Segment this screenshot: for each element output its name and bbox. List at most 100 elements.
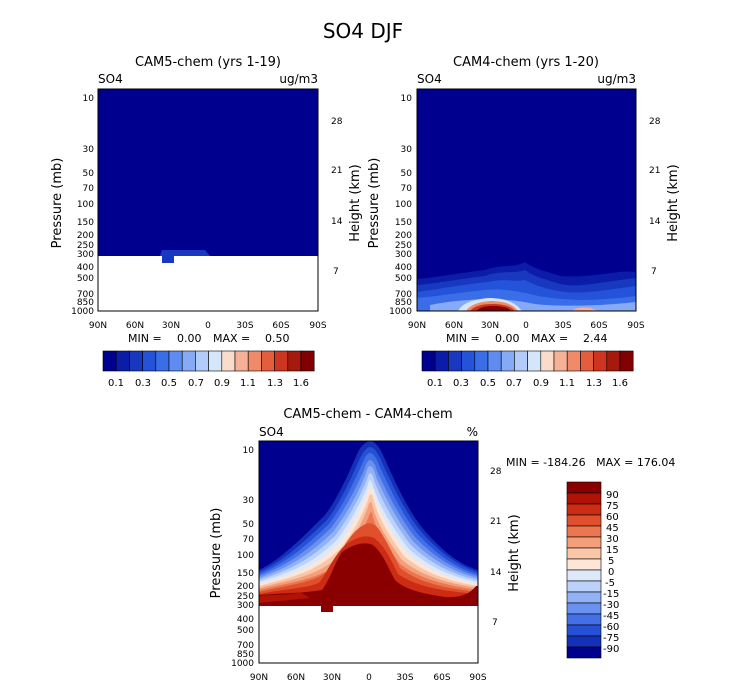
y-tick-label: 200: [77, 231, 94, 241]
colorbar-label: 0: [608, 567, 614, 578]
height-tick-label: 28: [649, 117, 661, 127]
colorbar-swatch: [274, 350, 289, 372]
colorbar-swatch: [566, 503, 602, 516]
y-tick-label: 200: [237, 582, 254, 592]
colorbar-label: 45: [606, 523, 619, 534]
colorbar-swatch: [566, 602, 602, 615]
cam5-plot-area: [97, 88, 319, 312]
cam5-height-ticks: 28 21 14 7: [331, 117, 343, 277]
height-tick-label: 21: [331, 166, 342, 176]
colorbar-swatch: [500, 350, 515, 372]
colorbar-swatch: [593, 350, 608, 372]
diff-colorbar: [566, 481, 602, 659]
y-tick-label: 250: [237, 592, 254, 602]
y-tick-label: 70: [83, 184, 95, 194]
y-tick-label: 500: [77, 274, 94, 284]
colorbar-label: -75: [603, 633, 619, 644]
cam5-variable: SO4: [98, 72, 123, 86]
colorbar-swatch: [566, 646, 602, 659]
colorbar-swatch: [566, 525, 602, 538]
diff-panel: CAM5-chem - CAM4-chem SO4 % 10: [209, 407, 675, 683]
colorbar-swatch: [300, 350, 315, 372]
height-tick-label: 14: [649, 217, 661, 227]
cam4-plot-area: [416, 88, 637, 312]
colorbar-label: 60: [606, 512, 619, 523]
colorbar-label: 1.1: [240, 378, 256, 389]
colorbar-label: 1.3: [586, 378, 602, 389]
y-tick-label: 100: [395, 200, 412, 210]
y-tick-label: 850: [237, 650, 254, 660]
colorbar-label: 0.7: [188, 378, 204, 389]
colorbar-swatch: [474, 350, 489, 372]
colorbar-label: 0.5: [161, 378, 177, 389]
colorbar-swatch: [514, 350, 528, 372]
colorbar-swatch: [566, 558, 602, 571]
colorbar-swatch: [487, 350, 502, 372]
y-tick-label: 70: [243, 535, 255, 545]
colorbar-swatch: [181, 350, 196, 372]
colorbar-swatch: [434, 350, 449, 372]
colorbar-swatch: [142, 350, 157, 372]
colorbar-swatch: [448, 350, 462, 372]
y-tick-label: 50: [401, 169, 413, 179]
height-tick-label: 14: [490, 568, 502, 578]
colorbar-swatch: [619, 350, 634, 372]
height-tick-label: 28: [490, 467, 502, 477]
colorbar-label: 5: [608, 556, 614, 567]
x-tick-label: 60N: [445, 321, 463, 331]
cam4-height-ticks: 28 21 14 7: [649, 117, 661, 277]
y-tick-label: 850: [77, 298, 94, 308]
y-tick-label: 300: [395, 250, 412, 260]
cam4-colorbar: [421, 350, 634, 372]
diff-field-spot: [321, 604, 333, 612]
colorbar-swatch: [566, 569, 602, 582]
cam4-max-label: MAX =: [531, 332, 568, 345]
x-tick-label: 90N: [250, 673, 268, 683]
cam5-y-ticks: 10 30 50 70 100 150 200 250 300 400 500 …: [71, 94, 94, 317]
diff-variable: SO4: [259, 425, 284, 439]
colorbar-swatch: [580, 350, 594, 372]
cam5-min-value: 0.00: [177, 332, 202, 345]
y-tick-label: 30: [83, 145, 95, 155]
cam4-panel: CAM4-chem (yrs 1-20) SO4 ug/m3 10 30 50 …: [367, 55, 681, 389]
colorbar-swatch: [221, 350, 236, 372]
colorbar-swatch: [261, 350, 275, 372]
colorbar-label: -90: [603, 644, 619, 655]
diff-contour-pos90: [259, 543, 478, 606]
colorbar-swatch: [421, 350, 436, 372]
x-tick-label: 90N: [408, 321, 426, 331]
y-tick-label: 500: [395, 274, 412, 284]
y-tick-label: 250: [77, 241, 94, 251]
colorbar-label: -5: [605, 578, 615, 589]
cam4-min-value: 0.00: [495, 332, 520, 345]
colorbar-swatch: [566, 350, 581, 372]
colorbar-label: 0.7: [506, 378, 522, 389]
colorbar-swatch: [566, 613, 602, 626]
y-tick-label: 10: [83, 94, 95, 104]
diff-title: CAM5-chem - CAM4-chem: [283, 407, 452, 422]
colorbar-label: 0.1: [427, 378, 443, 389]
cam5-field-spot: [162, 255, 174, 263]
x-tick-label: 60S: [590, 321, 607, 331]
cam4-units: ug/m3: [597, 72, 636, 86]
colorbar-swatch: [129, 350, 143, 372]
x-tick-label: 60N: [126, 321, 144, 331]
y-tick-label: 1000: [231, 659, 254, 669]
figure-title: SO4 DJF: [323, 19, 403, 43]
colorbar-label: 0.1: [108, 378, 124, 389]
cam5-title: CAM5-chem (yrs 1-19): [135, 55, 281, 70]
y-tick-label: 200: [395, 231, 412, 241]
cam5-colorbar-labels: 0.1 0.3 0.5 0.7 0.9 1.1 1.3 1.6: [108, 378, 309, 389]
colorbar-swatch: [553, 350, 568, 372]
diff-height-ticks: 28 21 14 7: [490, 467, 502, 628]
colorbar-label: 0.9: [214, 378, 230, 389]
cam5-min-label: MIN =: [128, 332, 162, 345]
colorbar-swatch: [234, 350, 249, 372]
colorbar-swatch: [527, 350, 542, 372]
colorbar-swatch: [155, 350, 170, 372]
cam4-ylabel: Pressure (mb): [367, 158, 382, 249]
x-tick-label: 60N: [287, 673, 305, 683]
colorbar-label: 1.6: [612, 378, 628, 389]
y-tick-label: 250: [395, 241, 412, 251]
